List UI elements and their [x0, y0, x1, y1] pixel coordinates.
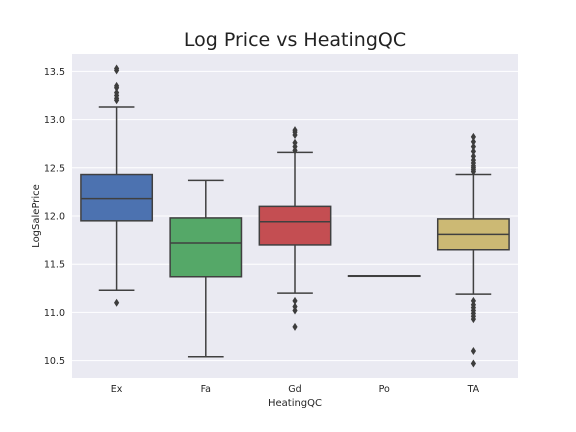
box-po	[347, 275, 421, 278]
box-gd	[258, 126, 332, 331]
x-tick-label: Ex	[111, 384, 123, 395]
outlier-point	[292, 322, 298, 331]
outlier-point	[114, 298, 120, 307]
y-axis-label: LogSalePrice	[31, 184, 42, 248]
y-tick-label: 11.5	[44, 260, 65, 271]
y-tick-label: 13.0	[44, 115, 65, 126]
box-fa	[169, 179, 243, 358]
outlier-point	[114, 81, 120, 90]
outlier-point	[470, 142, 476, 151]
box-ta	[436, 132, 510, 368]
iqr-box	[169, 217, 243, 278]
boxes	[80, 64, 510, 368]
outlier-point	[470, 359, 476, 368]
y-tick-label: 13.5	[44, 67, 65, 78]
y-tick-label: 12.5	[44, 163, 65, 174]
x-tick-labels: Ex Fa Gd Po TA	[111, 384, 480, 395]
x-tick-label: Fa	[201, 384, 211, 395]
x-axis-label: HeatingQC	[268, 398, 322, 409]
outlier-point	[292, 138, 298, 147]
outlier-point	[292, 296, 298, 305]
outlier-point	[292, 302, 298, 311]
x-tick-label: Gd	[288, 384, 301, 395]
outlier-point	[470, 132, 476, 141]
y-tick-label: 12.0	[44, 212, 65, 223]
outlier-point	[470, 152, 476, 161]
outlier-point	[470, 347, 476, 355]
x-tick-label: TA	[467, 384, 480, 395]
outlier-point	[470, 147, 476, 156]
outlier-point	[470, 137, 476, 146]
y-tick-labels: 10.5 11.0 11.5 12.0 12.5 13.0 13.5	[44, 67, 65, 367]
iqr-box	[258, 205, 332, 246]
outlier-point	[114, 88, 120, 97]
chart-title: Log Price vs HeatingQC	[184, 29, 406, 51]
outlier-point	[114, 64, 120, 73]
y-tick-label: 11.0	[44, 308, 65, 319]
y-tick-label: 10.5	[44, 356, 65, 367]
outlier-point	[292, 126, 298, 135]
iqr-box	[80, 173, 154, 222]
x-tick-label: Po	[379, 384, 390, 395]
outlier-point	[470, 296, 476, 305]
box-ex	[80, 64, 154, 307]
